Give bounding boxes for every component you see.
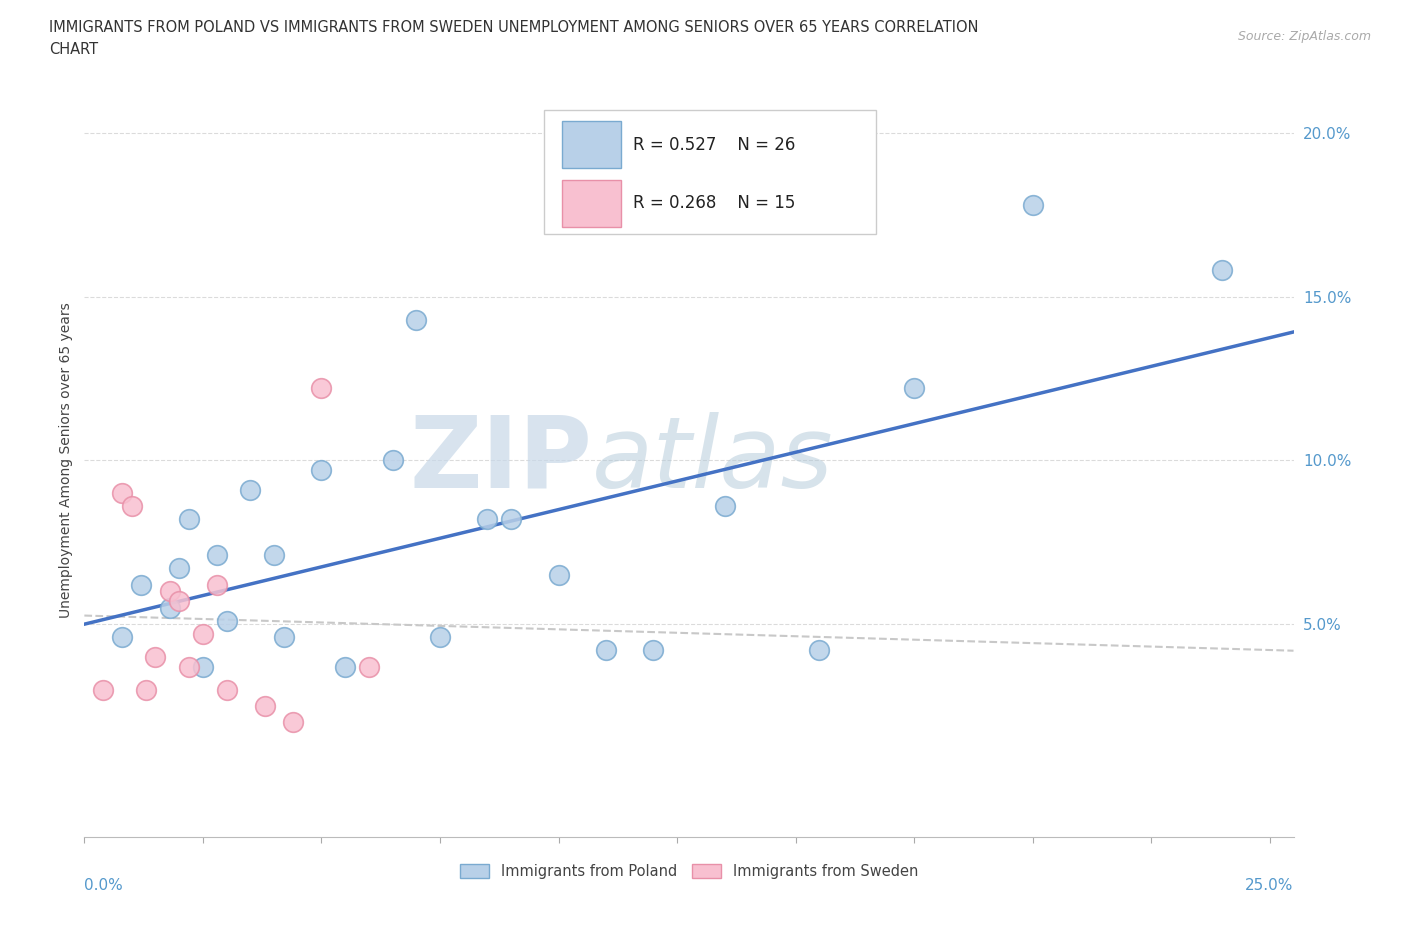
Point [477, 512, 499, 526]
Point [281, 715, 304, 730]
Point [91, 683, 114, 698]
Text: atlas: atlas [592, 412, 834, 509]
FancyBboxPatch shape [562, 180, 621, 227]
Point [713, 498, 735, 513]
Point [429, 630, 451, 644]
Point [215, 683, 238, 698]
Point [311, 381, 333, 396]
Point [145, 649, 167, 664]
Y-axis label: Unemployment Among Seniors over 65 years: Unemployment Among Seniors over 65 years [59, 302, 73, 618]
Point [191, 627, 214, 642]
FancyBboxPatch shape [544, 110, 876, 234]
Point [808, 643, 831, 658]
Point [643, 643, 665, 658]
Text: Source: ZipAtlas.com: Source: ZipAtlas.com [1237, 30, 1371, 43]
Text: 25.0%: 25.0% [1246, 879, 1294, 894]
Point [177, 659, 200, 674]
Point [595, 643, 617, 658]
Point [263, 548, 285, 563]
Point [273, 630, 295, 644]
Point [405, 312, 427, 327]
Point [205, 548, 228, 563]
Point [311, 463, 333, 478]
Point [177, 512, 200, 526]
Text: IMMIGRANTS FROM POLAND VS IMMIGRANTS FROM SWEDEN UNEMPLOYMENT AMONG SENIORS OVER: IMMIGRANTS FROM POLAND VS IMMIGRANTS FRO… [49, 20, 979, 35]
Point [159, 600, 181, 615]
Point [381, 453, 404, 468]
Text: CHART: CHART [49, 42, 98, 57]
Point [253, 698, 276, 713]
Point [215, 614, 238, 629]
Text: 0.0%: 0.0% [84, 879, 124, 894]
Point [1022, 197, 1045, 212]
Point [167, 593, 190, 608]
Legend: Immigrants from Poland, Immigrants from Sweden: Immigrants from Poland, Immigrants from … [453, 857, 925, 886]
Point [129, 578, 152, 592]
FancyBboxPatch shape [562, 122, 621, 168]
Point [239, 483, 262, 498]
Point [121, 498, 143, 513]
Point [111, 630, 134, 644]
Point [333, 659, 356, 674]
Point [501, 512, 523, 526]
Text: R = 0.268    N = 15: R = 0.268 N = 15 [633, 194, 796, 212]
Point [547, 567, 569, 582]
Point [167, 561, 190, 576]
Text: ZIP: ZIP [409, 412, 592, 509]
Point [111, 485, 134, 500]
Point [205, 578, 228, 592]
Point [1211, 263, 1233, 278]
Point [135, 683, 157, 698]
Point [159, 584, 181, 599]
Text: R = 0.527    N = 26: R = 0.527 N = 26 [633, 136, 796, 153]
Point [903, 381, 925, 396]
Point [357, 659, 380, 674]
Point [191, 659, 214, 674]
